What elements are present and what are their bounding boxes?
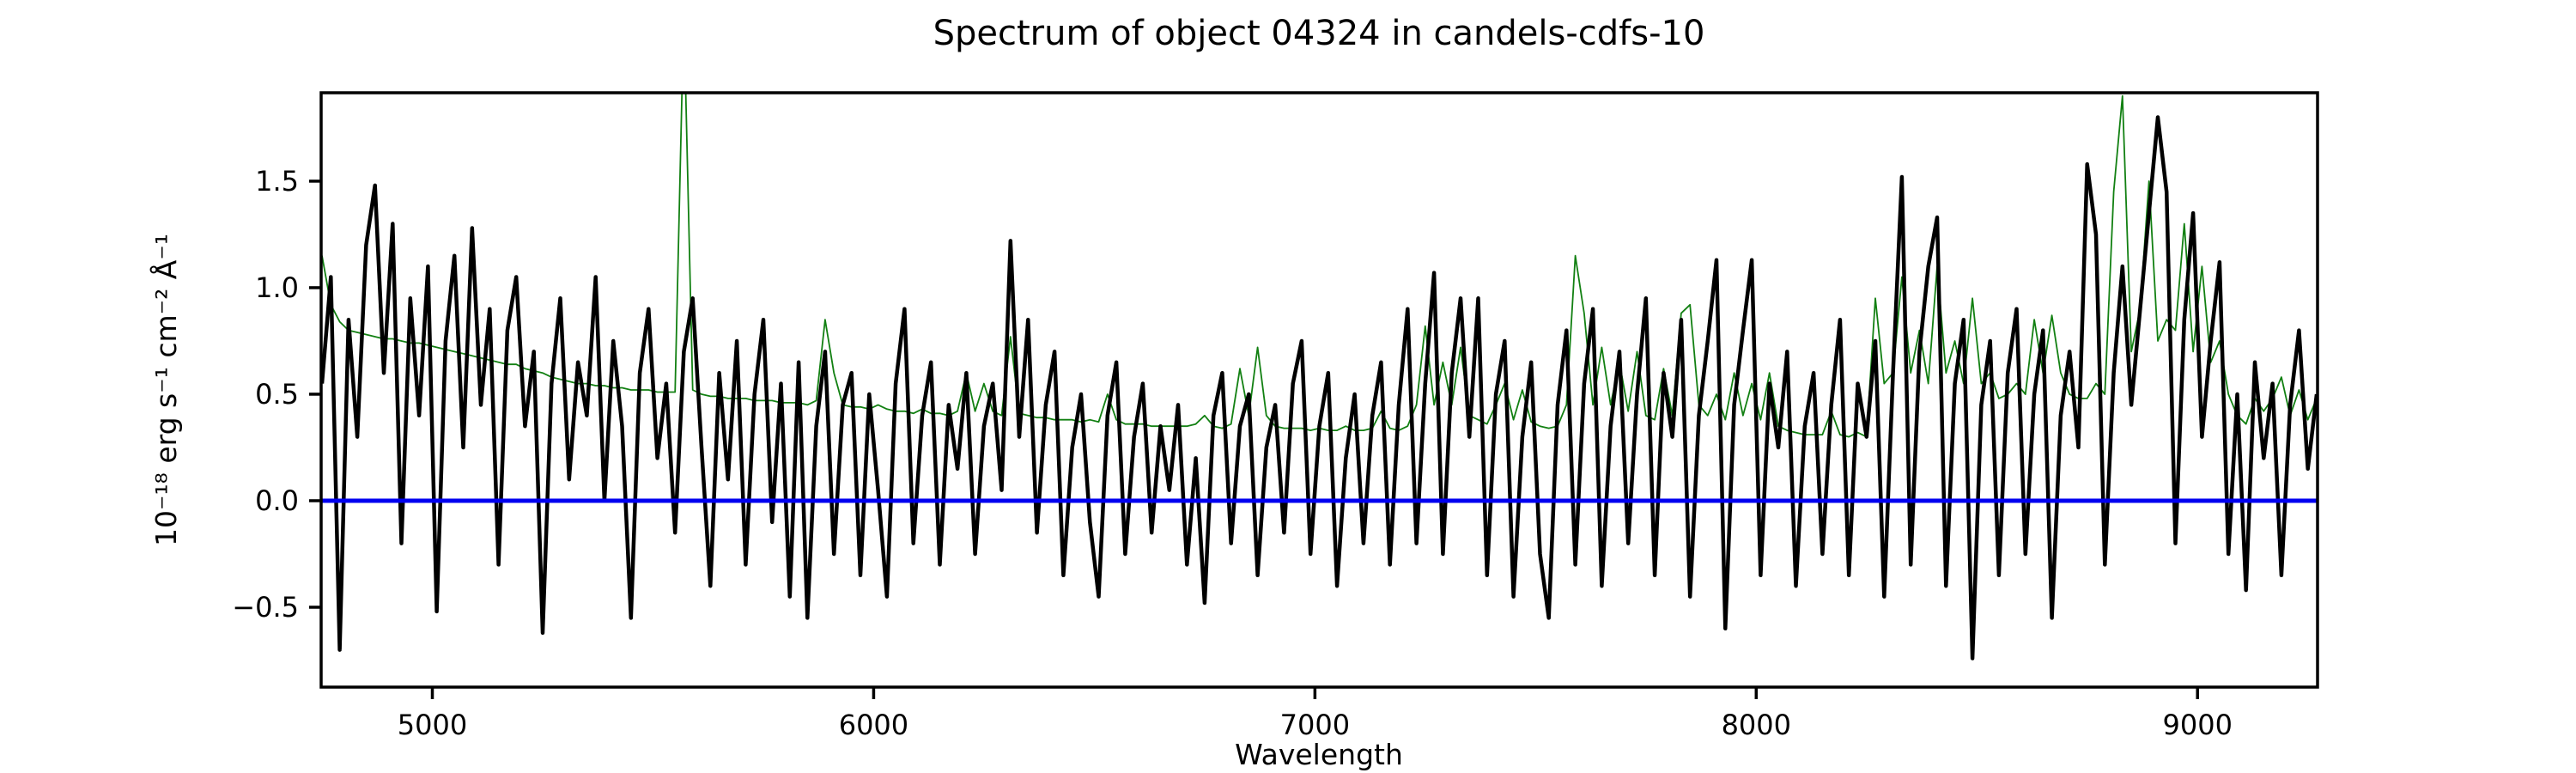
x-tick-label: 8000 (1722, 709, 1791, 741)
x-tick-label: 9000 (2162, 709, 2232, 741)
x-axis-label: Wavelength (1235, 738, 1403, 771)
y-axis-label: 10⁻¹⁸ erg s⁻¹ cm⁻² Å⁻¹ (149, 234, 183, 546)
y-axis-ticks: −0.5 0.0 0.5 1.0 1.5 (232, 165, 321, 624)
y-tick-label: 0.0 (255, 484, 299, 517)
series-layer (321, 93, 2318, 660)
plot-title: Spectrum of object 04324 in candels-cdfs… (933, 14, 1705, 53)
y-tick-label: 1.0 (255, 271, 299, 304)
x-tick-label: 5000 (398, 709, 467, 741)
y-tick-label: −0.5 (232, 591, 299, 624)
x-axis-ticks: 5000 6000 7000 8000 9000 (398, 687, 2233, 741)
x-tick-label: 6000 (839, 709, 908, 741)
y-tick-label: 1.5 (255, 165, 299, 198)
object-spectrum (321, 115, 2318, 660)
y-tick-label: 0.5 (255, 378, 299, 411)
x-tick-label: 7000 (1280, 709, 1350, 741)
axes-box (319, 91, 2319, 689)
